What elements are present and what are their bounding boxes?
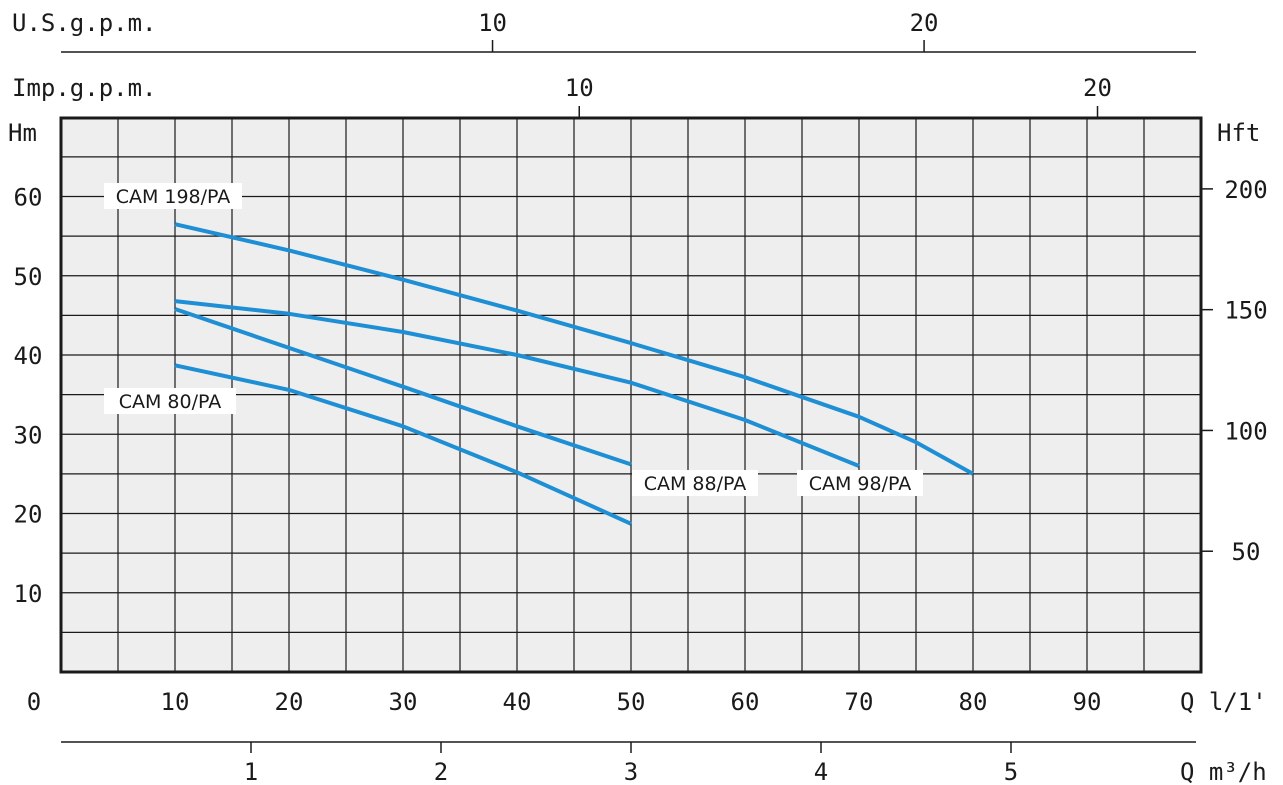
grid xyxy=(61,118,1201,672)
y-tick-label: 50 xyxy=(14,263,43,291)
hft-tick-label: 200 xyxy=(1224,176,1267,204)
m3h-ticks: 1 2 3 4 5 xyxy=(244,742,1018,785)
us-gpm-ticks: 10 20 xyxy=(478,9,939,52)
series-label: CAM 88/PA xyxy=(644,473,747,495)
series-label-background xyxy=(632,470,758,496)
y-left-unit-label: Hm xyxy=(8,119,37,147)
series-curve xyxy=(174,363,632,526)
series-curve xyxy=(174,307,632,467)
series-label-background xyxy=(104,388,236,414)
x-tick-label: 80 xyxy=(959,688,988,716)
x-tick-label: 90 xyxy=(1073,688,1102,716)
y-right-unit-label: Hft xyxy=(1217,119,1260,147)
m3h-unit-label: Q m³/h xyxy=(1180,758,1267,785)
m3h-tick-label: 4 xyxy=(814,758,828,785)
x-tick-label: 50 xyxy=(617,688,646,716)
m3h-tick-label: 2 xyxy=(434,758,448,785)
hft-tick-label: 150 xyxy=(1224,297,1267,325)
imp-gpm-tick-label: 10 xyxy=(565,74,594,102)
m3h-tick-label: 1 xyxy=(244,758,258,785)
series-label: CAM 98/PA xyxy=(809,473,912,495)
series-labels: CAM 198/PA CAM 98/PA CAM 88/PA CAM 80/PA xyxy=(104,183,923,496)
series-label: CAM 80/PA xyxy=(119,391,222,413)
imp-gpm-ticks: 10 20 xyxy=(565,74,1112,118)
x-tick-label: 20 xyxy=(275,688,304,716)
series-curve xyxy=(174,299,860,468)
y-tick-label: 40 xyxy=(14,342,43,370)
us-gpm-tick-label: 20 xyxy=(910,9,939,37)
x-ticks: 10 20 30 40 50 60 70 80 90 xyxy=(161,688,1102,716)
hft-tick-label: 50 xyxy=(1232,538,1261,566)
y-tick-label: 60 xyxy=(14,184,43,212)
imp-gpm-axis-label: Imp.g.p.m. xyxy=(12,74,157,102)
us-gpm-axis-label: U.S.g.p.m. xyxy=(12,9,157,37)
hft-tick-label: 100 xyxy=(1224,417,1267,445)
curves xyxy=(174,222,974,526)
x-unit-label: Q l/1' xyxy=(1180,688,1267,716)
x-tick-label: 70 xyxy=(845,688,874,716)
y-right-ticks: 50 100 150 200 xyxy=(1201,176,1268,566)
x-tick-label: 10 xyxy=(161,688,190,716)
x-origin-label: 0 xyxy=(27,688,41,716)
us-gpm-tick-label: 10 xyxy=(478,9,507,37)
series-label: CAM 198/PA xyxy=(116,186,231,208)
y-tick-label: 30 xyxy=(14,421,43,449)
m3h-tick-label: 5 xyxy=(1004,758,1018,785)
y-tick-label: 10 xyxy=(14,580,43,608)
series-label-background xyxy=(104,183,242,209)
y-left-ticks: 10 20 30 40 50 60 xyxy=(14,184,43,608)
y-tick-label: 20 xyxy=(14,501,43,529)
x-tick-label: 30 xyxy=(389,688,418,716)
x-tick-label: 40 xyxy=(503,688,532,716)
m3h-tick-label: 3 xyxy=(624,758,638,785)
series-label-background xyxy=(797,470,923,496)
imp-gpm-tick-label: 20 xyxy=(1083,74,1112,102)
series-curve xyxy=(174,222,974,476)
x-tick-label: 60 xyxy=(731,688,760,716)
